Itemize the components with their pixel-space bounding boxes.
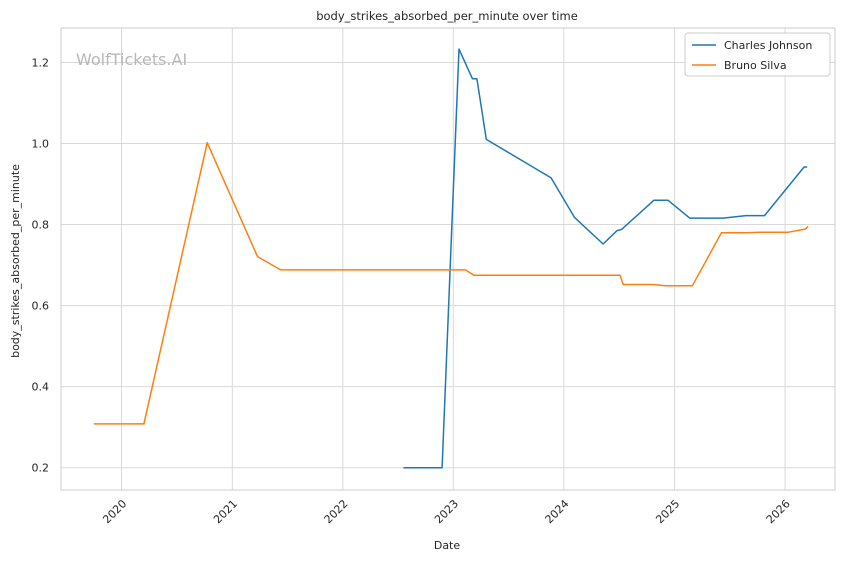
legend-label-charles-johnson: Charles Johnson bbox=[724, 39, 812, 52]
series-line-charles-johnson bbox=[403, 48, 808, 469]
y-axis-ticks: 0.2 0.4 0.6 0.8 1.0 1.2 bbox=[32, 56, 50, 474]
series-lines bbox=[93, 48, 809, 469]
y-tick-label: 1.0 bbox=[32, 138, 50, 151]
legend-label-bruno-silva: Bruno Silva bbox=[724, 59, 787, 72]
y-tick-label: 1.2 bbox=[32, 56, 50, 69]
watermark-text: WolfTickets.AI bbox=[76, 50, 187, 69]
series-line-bruno-silva bbox=[93, 141, 809, 425]
x-axis-label: Date bbox=[434, 539, 461, 552]
y-tick-label: 0.4 bbox=[32, 381, 50, 394]
y-axis-label: body_strikes_absorbed_per_minute bbox=[9, 164, 22, 358]
plot-area-frame bbox=[60, 27, 836, 491]
y-tick-label: 0.6 bbox=[32, 300, 50, 313]
y-tick-label: 0.2 bbox=[32, 462, 50, 475]
y-tick-label: 0.8 bbox=[32, 219, 50, 232]
legend: Charles Johnson Bruno Silva bbox=[684, 32, 831, 77]
legend-box bbox=[684, 32, 831, 77]
chart-title: body_strikes_absorbed_per_minute over ti… bbox=[316, 9, 578, 23]
